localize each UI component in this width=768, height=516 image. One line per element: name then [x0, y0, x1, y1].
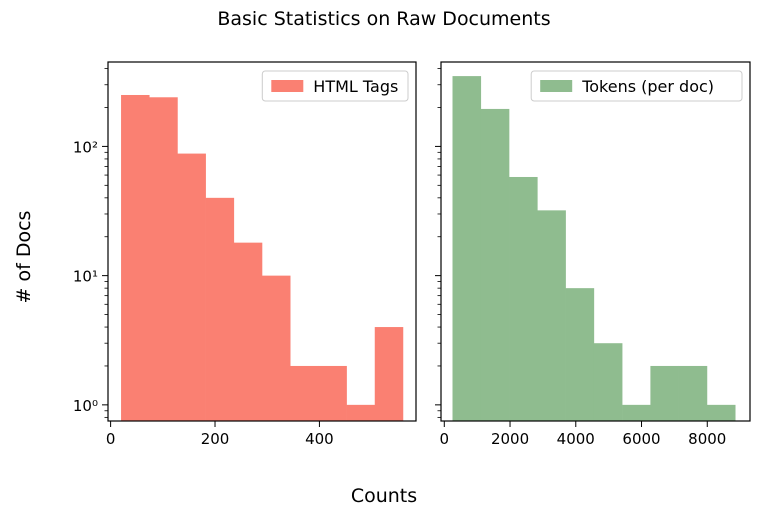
- legend-box: [530, 70, 743, 102]
- figure-title: Basic Statistics on Raw Documents: [217, 8, 550, 30]
- histogram-bar: [262, 275, 291, 421]
- legend-swatch: [271, 80, 304, 92]
- histogram-bar: [650, 365, 679, 421]
- x-tick-label: 200: [201, 430, 230, 448]
- x-tick-label: 8000: [688, 430, 726, 448]
- histogram-bar: [121, 94, 150, 421]
- histogram-bar: [177, 153, 206, 422]
- histogram-bar: [346, 404, 376, 421]
- x-tick-label: 400: [305, 430, 334, 448]
- histogram-bar: [622, 404, 651, 421]
- histogram-panel-2: 0 2000 4000 6000 8000 Tokens (per doc): [435, 61, 751, 448]
- x-tick-label: 4000: [557, 430, 595, 448]
- histogram-bar: [290, 365, 319, 421]
- figure-ylabel: # of Docs: [13, 211, 35, 304]
- histogram-bar: [678, 365, 708, 421]
- histogram-panel-1: 10⁰ 10¹ 10² 0 200 400 HTML Tags: [73, 61, 417, 448]
- y-tick-label: 10²: [73, 138, 98, 156]
- axes-frame: [440, 61, 751, 422]
- histogram-bar: [480, 108, 510, 422]
- histogram-bar: [205, 197, 235, 421]
- x-tick-label: 0: [106, 430, 116, 448]
- histogram-bar: [318, 365, 347, 421]
- histogram-bar: [593, 343, 623, 421]
- histogram-bar: [149, 97, 178, 421]
- y-tick-label: 10¹: [73, 268, 98, 286]
- legend: HTML Tags: [261, 70, 409, 102]
- histogram-bar: [374, 327, 404, 421]
- legend-swatch: [540, 80, 573, 92]
- histogram-bar: [509, 176, 538, 421]
- legend: Tokens (per doc): [530, 70, 743, 102]
- x-tick-label: 2000: [491, 430, 529, 448]
- histogram-bar: [452, 76, 482, 421]
- legend-label: HTML Tags: [313, 77, 398, 96]
- legend-box: [261, 70, 409, 102]
- x-tick-label: 0: [440, 430, 450, 448]
- histogram-bar: [565, 288, 595, 421]
- histogram-bar: [537, 210, 566, 421]
- figure-xlabel: Counts: [351, 485, 417, 507]
- histogram-bar: [233, 242, 263, 421]
- histogram-bar: [706, 404, 736, 421]
- y-tick-label: 10⁰: [73, 397, 98, 415]
- axes-frame: [107, 61, 417, 422]
- legend-label: Tokens (per doc): [581, 77, 714, 96]
- x-tick-label: 6000: [622, 430, 660, 448]
- panels-group: 10⁰ 10¹ 10² 0 200 400 HTML Tags 0 2000 4000 6000 80…: [73, 61, 751, 448]
